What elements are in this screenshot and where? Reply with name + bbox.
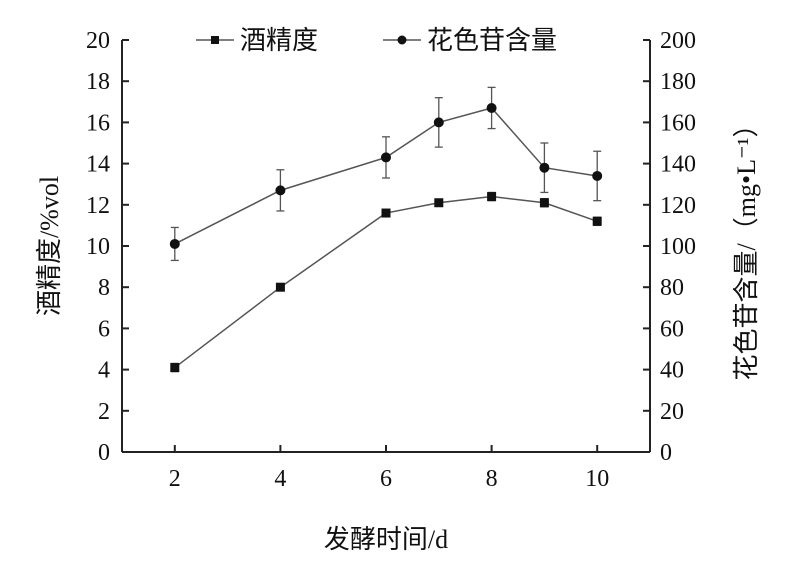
legend-label: 花色苷含量 (427, 26, 557, 55)
data-point-square (381, 208, 391, 218)
y-tick-label: 8 (98, 275, 110, 301)
y2-axis-label: 花色苷含量/（mg•L⁻¹） (732, 112, 761, 381)
y-tick-label: 10 (86, 234, 110, 260)
y-tick-label: 0 (98, 440, 110, 466)
y2-tick-label: 0 (660, 440, 672, 466)
y-tick-label: 2 (98, 399, 110, 425)
y2-tick-label: 180 (660, 69, 696, 95)
x-tick-label: 2 (169, 466, 181, 492)
data-point-square (539, 198, 549, 208)
data-point-circle (169, 238, 180, 249)
y2-tick-label: 140 (660, 152, 696, 178)
data-point-square (170, 363, 180, 373)
data-point-square (275, 282, 285, 292)
data-point-square (592, 216, 602, 226)
data-point-circle (381, 152, 391, 163)
x-tick-label: 10 (585, 466, 609, 492)
data-point-circle (486, 102, 497, 113)
y-tick-label: 14 (86, 152, 110, 178)
data-point-square (434, 198, 444, 208)
legend-label: 酒精度 (240, 26, 318, 55)
x-tick-label: 6 (380, 466, 392, 492)
marks (169, 86, 603, 373)
y2-tick-label: 80 (660, 275, 684, 301)
y2-tick-label: 20 (660, 399, 684, 425)
y2-tick-label: 40 (660, 358, 684, 384)
y-tick-label: 6 (98, 316, 110, 342)
y2-tick-label: 60 (660, 316, 684, 342)
y-axis-label: 酒精度/%vol (35, 176, 64, 316)
axes: 0246810121416182002040608010012014016018… (86, 28, 696, 492)
x-tick-label: 4 (274, 466, 286, 492)
data-point-square (487, 192, 497, 202)
x-axis-label: 发酵时间/d (324, 525, 448, 554)
data-point-circle (592, 170, 603, 181)
y-tick-label: 4 (98, 358, 110, 384)
y2-tick-label: 100 (660, 234, 696, 260)
series-line-0 (174, 195, 598, 369)
x-tick-label: 8 (486, 466, 498, 492)
y-tick-label: 18 (86, 69, 110, 95)
y2-tick-label: 160 (660, 110, 696, 136)
data-point-circle (539, 162, 550, 173)
legend-marker-square (211, 36, 219, 44)
y-tick-label: 20 (86, 28, 110, 54)
data-point-circle (433, 117, 444, 128)
y2-tick-label: 200 (660, 28, 696, 54)
y2-tick-label: 120 (660, 193, 696, 219)
legend: 酒精度 花色苷含量 (196, 26, 557, 55)
y-tick-label: 12 (86, 193, 110, 219)
y-tick-label: 16 (86, 110, 110, 136)
legend-marker-circle (397, 35, 407, 45)
data-point-circle (275, 185, 286, 196)
